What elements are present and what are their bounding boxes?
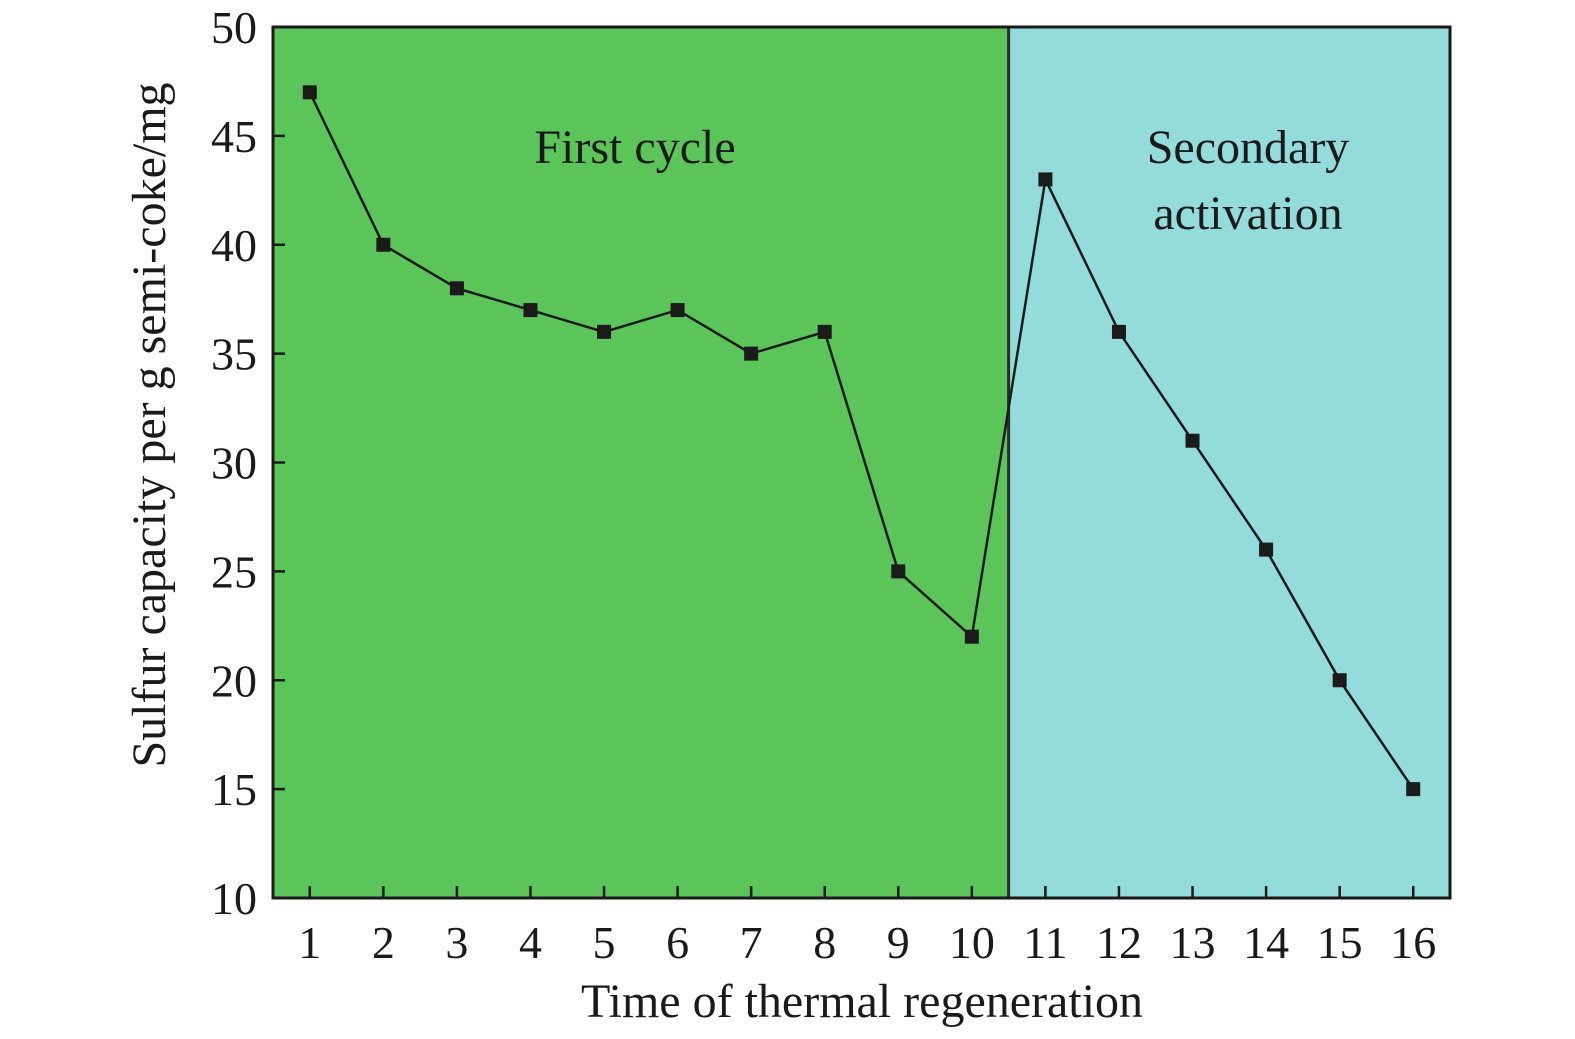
y-tick-label: 25 [211, 546, 257, 597]
y-tick-label: 15 [211, 764, 257, 815]
data-point-marker [597, 324, 612, 339]
y-tick-label: 10 [211, 873, 257, 924]
x-tick-label: 10 [949, 917, 995, 968]
y-ticks-layer: 10 15 20 25 30 35 40 45 50 [211, 2, 285, 924]
x-tick-label: 13 [1170, 917, 1216, 968]
x-tick-label: 12 [1096, 917, 1142, 968]
regions-layer [273, 27, 1450, 898]
region-secondary-activation-background [1008, 27, 1450, 898]
y-tick-label: 35 [211, 329, 257, 380]
data-point-marker [1259, 542, 1274, 557]
x-tick-label: 15 [1317, 917, 1363, 968]
x-tick-label: 4 [519, 917, 542, 968]
x-tick-label: 9 [887, 917, 910, 968]
y-tick-label: 40 [211, 220, 257, 271]
x-tick-label: 1 [298, 917, 321, 968]
region-label-first-cycle: First cycle [534, 121, 735, 174]
region-label-secondary-activation: Secondary activation [1147, 121, 1350, 240]
data-point-marker [449, 281, 464, 296]
x-tick-label: 6 [666, 917, 689, 968]
data-point-marker [744, 346, 759, 361]
x-ticks-layer: 1 2 3 4 5 6 7 8 9 10 11 12 13 14 15 16 [298, 886, 1436, 968]
data-point-marker [891, 564, 906, 579]
y-tick-label: 50 [211, 2, 257, 53]
x-tick-label: 11 [1023, 917, 1067, 968]
y-tick-label: 20 [211, 655, 257, 706]
y-tick-label: 45 [211, 111, 257, 162]
data-point-marker [1332, 673, 1347, 688]
data-point-marker [1406, 782, 1421, 797]
data-point-marker [376, 237, 391, 252]
marker-layer [302, 85, 1421, 797]
data-point-marker [302, 85, 317, 100]
x-tick-label: 8 [813, 917, 836, 968]
x-tick-label: 2 [372, 917, 395, 968]
line-layer [308, 91, 1415, 790]
x-tick-label: 5 [593, 917, 616, 968]
data-point-marker [817, 324, 832, 339]
y-axis-label: Sulfur capacity per g semi-coke/mg [123, 82, 176, 767]
x-tick-label: 16 [1390, 917, 1436, 968]
y-tick-label: 30 [211, 438, 257, 489]
series-line [308, 91, 1415, 790]
region-labels-layer: First cycle Secondary activation [534, 121, 1349, 240]
data-point-marker [1038, 172, 1053, 187]
data-point-marker [523, 303, 538, 318]
region-first-cycle-background [273, 27, 1009, 898]
x-tick-label: 7 [740, 917, 763, 968]
x-tick-label: 3 [445, 917, 468, 968]
x-axis-label: Time of thermal regeneration [581, 975, 1143, 1028]
data-point-marker [670, 303, 685, 318]
data-point-marker [1111, 324, 1126, 339]
data-point-marker [964, 629, 979, 644]
x-tick-label: 14 [1243, 917, 1289, 968]
data-point-marker [1185, 433, 1200, 448]
